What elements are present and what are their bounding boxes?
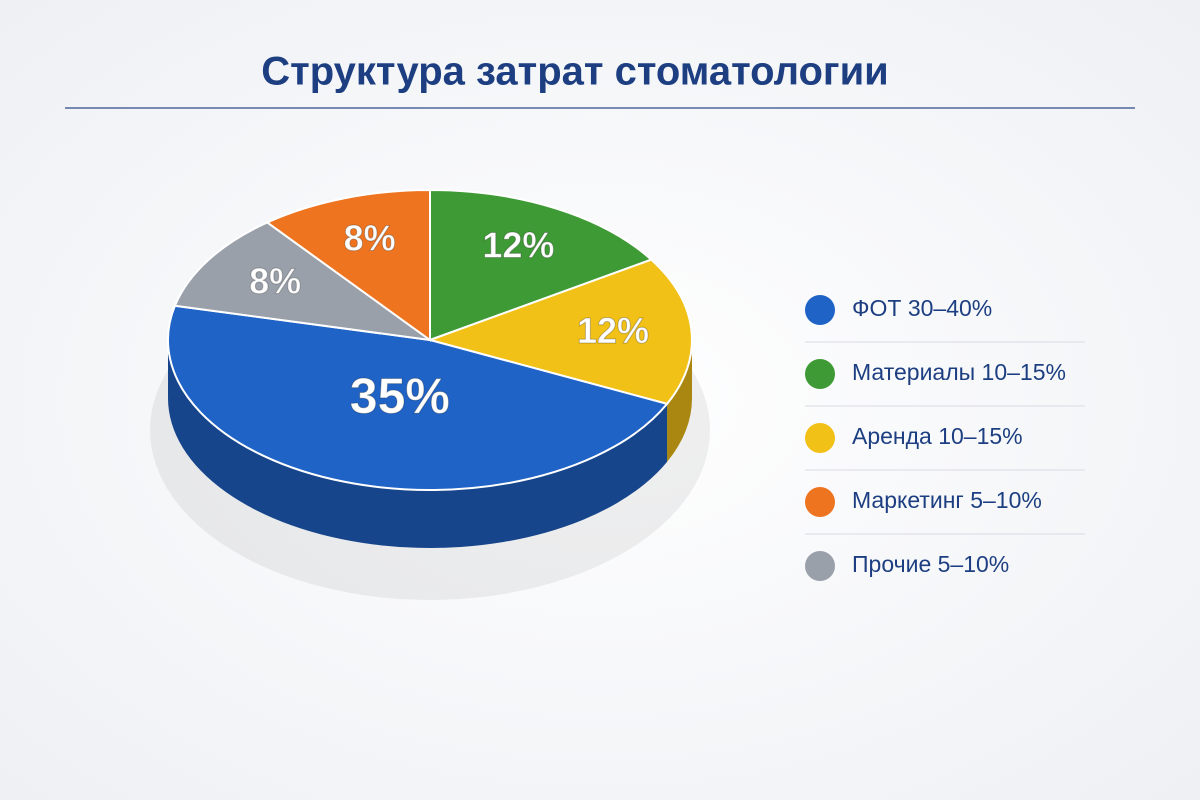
- data-label: 35%: [350, 368, 450, 424]
- legend-label: Материалы 10–15%: [852, 359, 1066, 385]
- pie-side: [167, 340, 668, 548]
- legend-swatch: [805, 359, 835, 389]
- data-label: 12%: [482, 225, 554, 266]
- pie-slice: [426, 258, 693, 406]
- data-label: 12%: [577, 310, 649, 351]
- legend-label: Аренда 10–15%: [852, 423, 1023, 449]
- legend-swatch: [805, 487, 835, 517]
- legend-swatch: [805, 295, 835, 325]
- legend-label: ФОТ 30–40%: [852, 295, 992, 321]
- pie-slice: [173, 221, 431, 341]
- legend-label: Маркетинг 5–10%: [852, 487, 1042, 513]
- legend-swatch: [805, 423, 835, 453]
- legend-label: Прочие 5–10%: [852, 551, 1009, 577]
- data-label: 8%: [249, 260, 301, 301]
- chart-title: Структура затрат стоматологии: [261, 50, 889, 94]
- pie-slice: [429, 188, 654, 342]
- pie-slice: [167, 304, 669, 492]
- pie-slice: [265, 188, 431, 342]
- legend-swatch: [805, 551, 835, 581]
- pie-side: [667, 340, 692, 462]
- data-label: 8%: [344, 217, 396, 258]
